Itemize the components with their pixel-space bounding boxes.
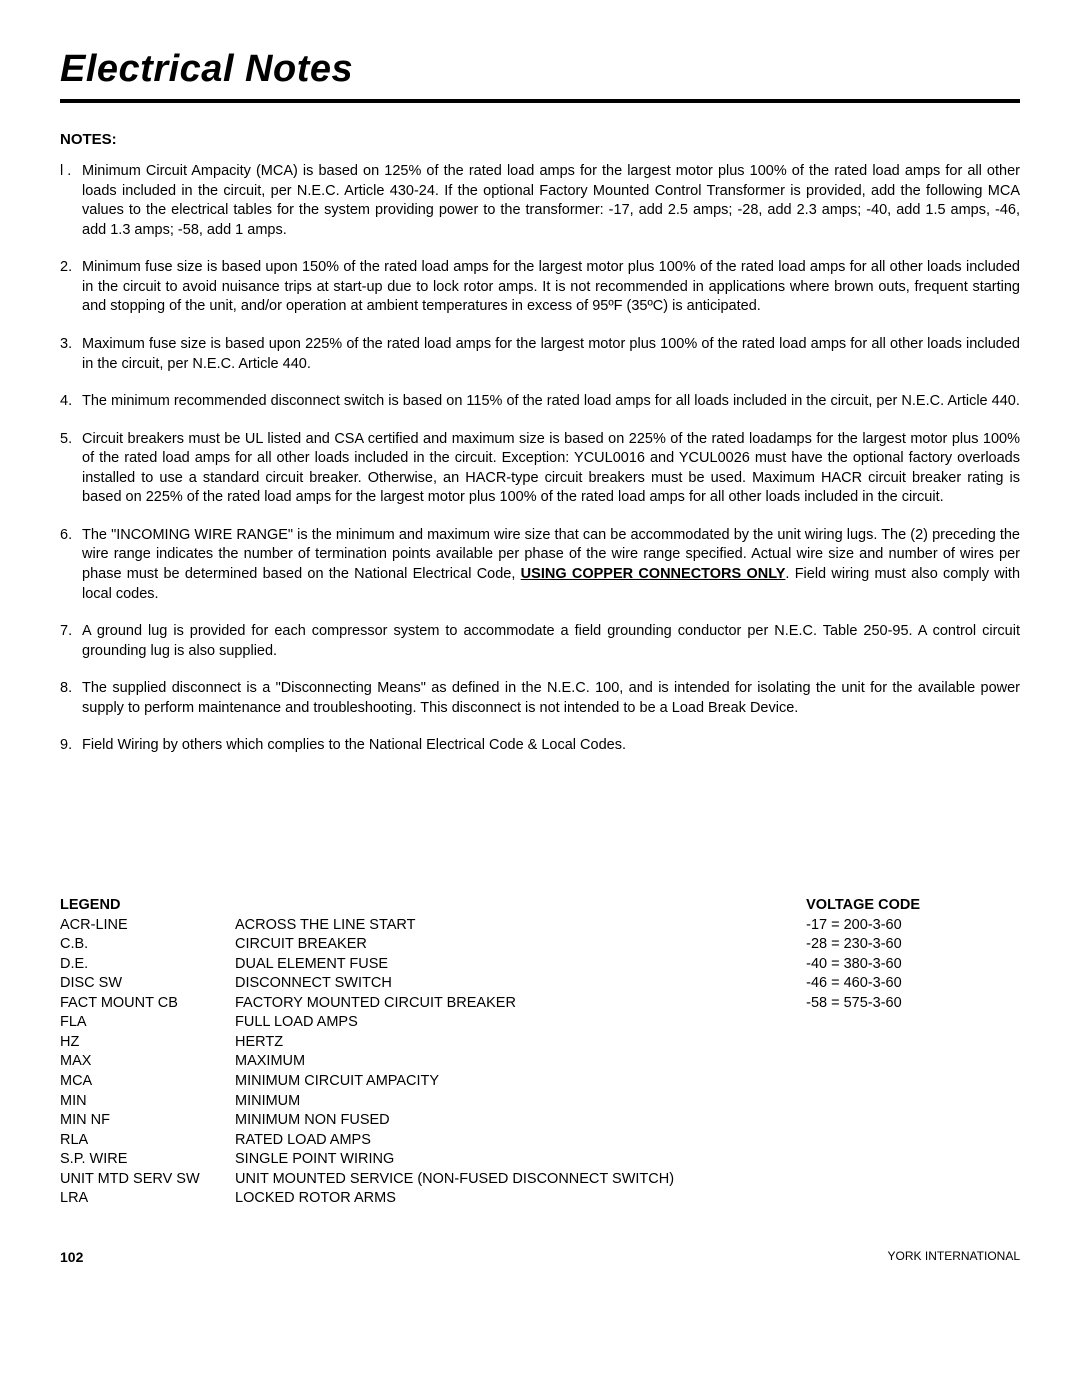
note-number: l .: [60, 162, 82, 240]
document-page: Electrical Notes NOTES: l .Minimum Circu…: [0, 0, 1080, 1305]
voltage-line: -28 = 230-3-60: [806, 935, 920, 955]
legend-key: C.B.: [60, 935, 235, 955]
voltage-line: -17 = 200-3-60: [806, 916, 920, 936]
legend-key: FACT MOUNT CB: [60, 994, 235, 1014]
note-item: 8.The supplied disconnect is a "Disconne…: [60, 679, 1020, 718]
page-number: 102: [60, 1249, 83, 1265]
legend-value: DUAL ELEMENT FUSE: [235, 955, 806, 975]
legend-key: S.P. WIRE: [60, 1150, 235, 1170]
note-text: A ground lug is provided for each compre…: [82, 622, 1020, 661]
legend-key: UNIT MTD SERV SW: [60, 1170, 235, 1190]
note-text: Maximum fuse size is based upon 225% of …: [82, 335, 1020, 374]
legend-heading: LEGEND: [60, 896, 806, 916]
legend-key: MAX: [60, 1052, 235, 1072]
legend-value: MINIMUM: [235, 1092, 806, 1112]
note-number: 4.: [60, 392, 82, 412]
note-item: 5.Circuit breakers must be UL listed and…: [60, 430, 1020, 508]
note-number: 2.: [60, 258, 82, 317]
note-text: The minimum recommended disconnect switc…: [82, 392, 1020, 412]
legend-key: RLA: [60, 1131, 235, 1151]
legend-value: MINIMUM CIRCUIT AMPACITY: [235, 1072, 806, 1092]
note-text: Circuit breakers must be UL listed and C…: [82, 430, 1020, 508]
legend-value: ACROSS THE LINE START: [235, 916, 806, 936]
legend-value: RATED LOAD AMPS: [235, 1131, 806, 1151]
legend-value: UNIT MOUNTED SERVICE (NON-FUSED DISCONNE…: [235, 1170, 806, 1190]
legend-value: HERTZ: [235, 1033, 806, 1053]
page-title: Electrical Notes: [60, 48, 1020, 91]
title-rule: [60, 99, 1020, 103]
legend-value: DISCONNECT SWITCH: [235, 974, 806, 994]
legend-value: SINGLE POINT WIRING: [235, 1150, 806, 1170]
note-item: 6.The "INCOMING WIRE RANGE" is the minim…: [60, 526, 1020, 604]
note-number: 7.: [60, 622, 82, 661]
note-number: 8.: [60, 679, 82, 718]
note-item: 9.Field Wiring by others which complies …: [60, 736, 1020, 756]
note-item: 7.A ground lug is provided for each comp…: [60, 622, 1020, 661]
note-item: l .Minimum Circuit Ampacity (MCA) is bas…: [60, 162, 1020, 240]
legend-table: ACR-LINEACROSS THE LINE STARTC.B.CIRCUIT…: [60, 916, 806, 1209]
legend-key: MIN: [60, 1092, 235, 1112]
voltage-line: -58 = 575-3-60: [806, 994, 920, 1014]
legend-key: MCA: [60, 1072, 235, 1092]
voltage-list: -17 = 200-3-60-28 = 230-3-60-40 = 380-3-…: [806, 916, 920, 1014]
legend-key: LRA: [60, 1189, 235, 1209]
voltage-column: VOLTAGE CODE -17 = 200-3-60-28 = 230-3-6…: [806, 896, 1020, 1209]
legend-key: HZ: [60, 1033, 235, 1053]
note-item: 3.Maximum fuse size is based upon 225% o…: [60, 335, 1020, 374]
legend-key: D.E.: [60, 955, 235, 975]
note-number: 6.: [60, 526, 82, 604]
note-text: The "INCOMING WIRE RANGE" is the minimum…: [82, 526, 1020, 604]
notes-list: l .Minimum Circuit Ampacity (MCA) is bas…: [60, 162, 1020, 756]
legend-key: FLA: [60, 1013, 235, 1033]
legend-value: CIRCUIT BREAKER: [235, 935, 806, 955]
note-number: 3.: [60, 335, 82, 374]
legend-key: ACR-LINE: [60, 916, 235, 936]
legend-value: MAXIMUM: [235, 1052, 806, 1072]
note-text: Minimum Circuit Ampacity (MCA) is based …: [82, 162, 1020, 240]
legend-value: FULL LOAD AMPS: [235, 1013, 806, 1033]
notes-heading: NOTES:: [60, 131, 1020, 148]
note-item: 4.The minimum recommended disconnect swi…: [60, 392, 1020, 412]
voltage-line: -46 = 460-3-60: [806, 974, 920, 994]
page-footer: 102 YORK INTERNATIONAL: [60, 1249, 1020, 1265]
publisher: YORK INTERNATIONAL: [888, 1249, 1020, 1265]
emphasis-text: USING COPPER CONNECTORS ONLY: [521, 566, 786, 582]
note-item: 2.Minimum fuse size is based upon 150% o…: [60, 258, 1020, 317]
note-number: 5.: [60, 430, 82, 508]
voltage-heading: VOLTAGE CODE: [806, 896, 920, 916]
legend-key: MIN NF: [60, 1111, 235, 1131]
legend-column: LEGEND ACR-LINEACROSS THE LINE STARTC.B.…: [60, 896, 806, 1209]
legend-value: MINIMUM NON FUSED: [235, 1111, 806, 1131]
note-number: 9.: [60, 736, 82, 756]
legend-value: FACTORY MOUNTED CIRCUIT BREAKER: [235, 994, 806, 1014]
bottom-section: LEGEND ACR-LINEACROSS THE LINE STARTC.B.…: [60, 896, 1020, 1209]
note-text: Minimum fuse size is based upon 150% of …: [82, 258, 1020, 317]
voltage-line: -40 = 380-3-60: [806, 955, 920, 975]
note-text: Field Wiring by others which complies to…: [82, 736, 1020, 756]
legend-value: LOCKED ROTOR ARMS: [235, 1189, 806, 1209]
legend-key: DISC SW: [60, 974, 235, 994]
note-text: The supplied disconnect is a "Disconnect…: [82, 679, 1020, 718]
